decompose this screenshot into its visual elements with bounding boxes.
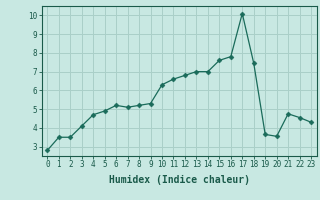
X-axis label: Humidex (Indice chaleur): Humidex (Indice chaleur) [109,175,250,185]
